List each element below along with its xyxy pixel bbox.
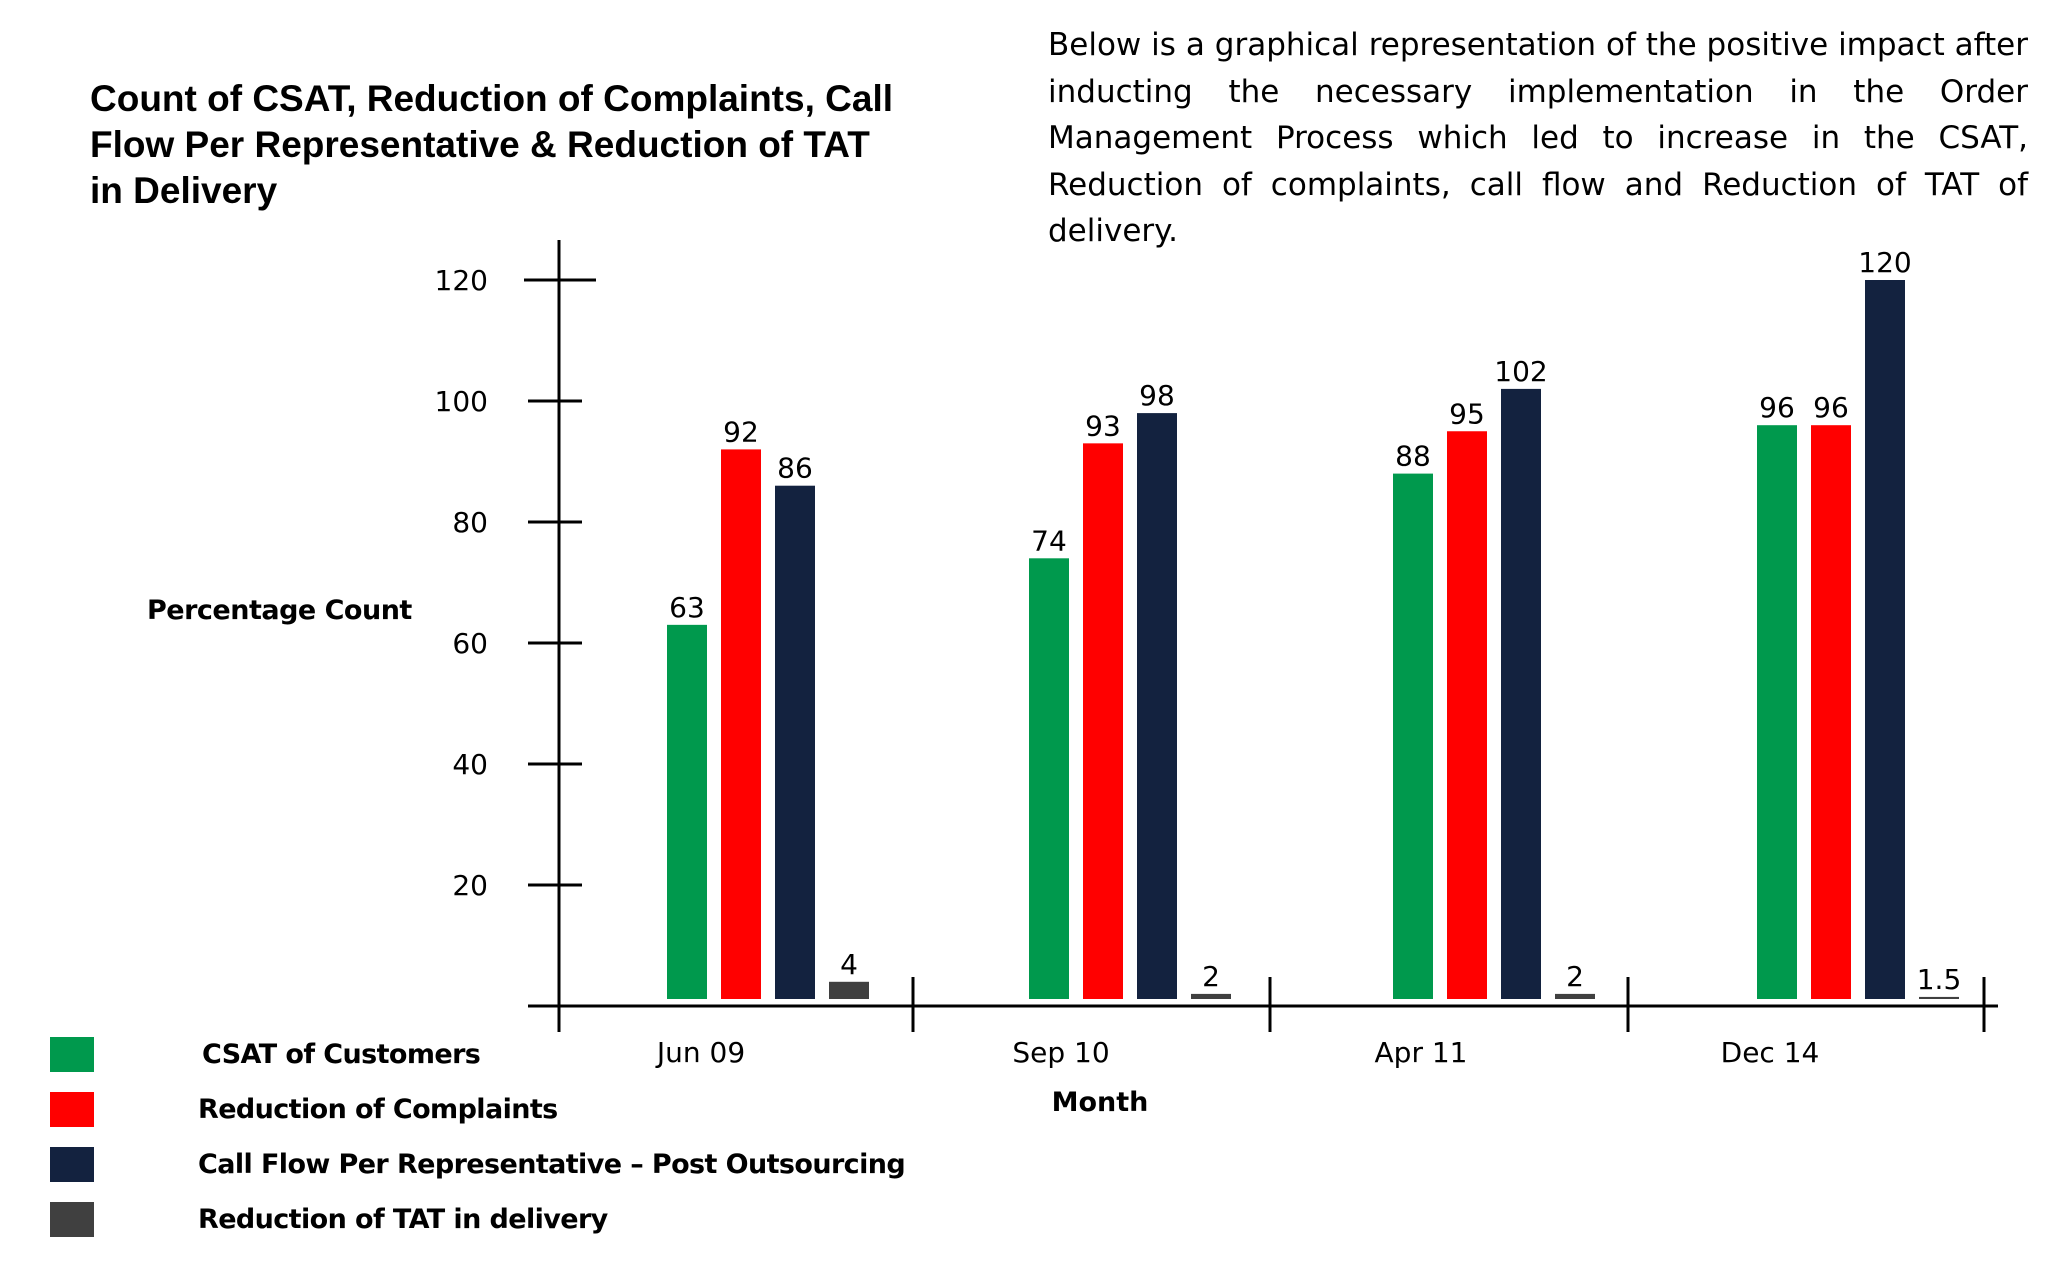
data-label: 88 <box>1395 440 1431 473</box>
data-label: 98 <box>1139 379 1175 412</box>
bar <box>667 624 707 999</box>
legend-label: Reduction of Complaints <box>198 1094 558 1125</box>
y-tick-label: 120 <box>435 264 488 297</box>
bar <box>1555 993 1595 999</box>
data-label: 1.5 <box>1917 963 1962 996</box>
legend-label: Call Flow Per Representative – Post Outs… <box>198 1149 906 1180</box>
legend-label: Reduction of TAT in delivery <box>198 1204 608 1235</box>
data-label: 92 <box>723 415 759 448</box>
y-tick-label: 20 <box>452 869 488 902</box>
data-label: 95 <box>1449 397 1485 430</box>
x-axis-label: Month <box>1051 1087 1149 1118</box>
legend-label: CSAT of Customers <box>202 1039 481 1070</box>
data-label: 102 <box>1494 355 1547 388</box>
bar <box>775 485 815 999</box>
bar <box>1137 413 1177 1000</box>
legend-swatch <box>50 1037 94 1072</box>
legend-swatch <box>50 1092 94 1127</box>
bar <box>721 449 761 999</box>
legend-swatch <box>50 1147 94 1182</box>
data-label: 63 <box>669 591 705 624</box>
data-label: 93 <box>1085 409 1121 442</box>
legend-swatch <box>50 1202 94 1237</box>
bar <box>1447 431 1487 999</box>
bar <box>1919 996 1959 999</box>
data-label: 2 <box>1202 960 1220 993</box>
data-label: 74 <box>1031 524 1067 557</box>
bar <box>829 981 869 999</box>
bar <box>1501 388 1541 999</box>
x-tick-label: Jun 09 <box>655 1036 745 1069</box>
x-tick-label: Sep 10 <box>1012 1036 1109 1069</box>
y-axis-label: Percentage Count <box>147 595 412 626</box>
data-label: 86 <box>777 452 813 485</box>
bar <box>1191 993 1231 999</box>
bar <box>1029 558 1069 999</box>
data-label: 2 <box>1566 960 1584 993</box>
x-tick-label: Dec 14 <box>1721 1036 1820 1069</box>
bar <box>1811 425 1851 999</box>
data-label: 4 <box>840 948 858 981</box>
bar <box>1865 280 1905 999</box>
data-label: 96 <box>1813 391 1849 424</box>
y-tick-label: 60 <box>452 627 488 660</box>
x-tick-label: Apr 11 <box>1375 1036 1468 1069</box>
y-tick-label: 100 <box>435 385 488 418</box>
data-label: 96 <box>1759 391 1795 424</box>
bar <box>1393 473 1433 1000</box>
y-tick-label: 80 <box>452 506 488 539</box>
data-label: 120 <box>1858 246 1911 279</box>
bar <box>1757 425 1797 999</box>
y-tick-label: 40 <box>452 748 488 781</box>
chart-description: Below is a graphical representation of t… <box>1048 27 2028 249</box>
chart-title: Count of CSAT, Reduction of Complaints, … <box>90 78 893 211</box>
bar <box>1083 443 1123 1000</box>
